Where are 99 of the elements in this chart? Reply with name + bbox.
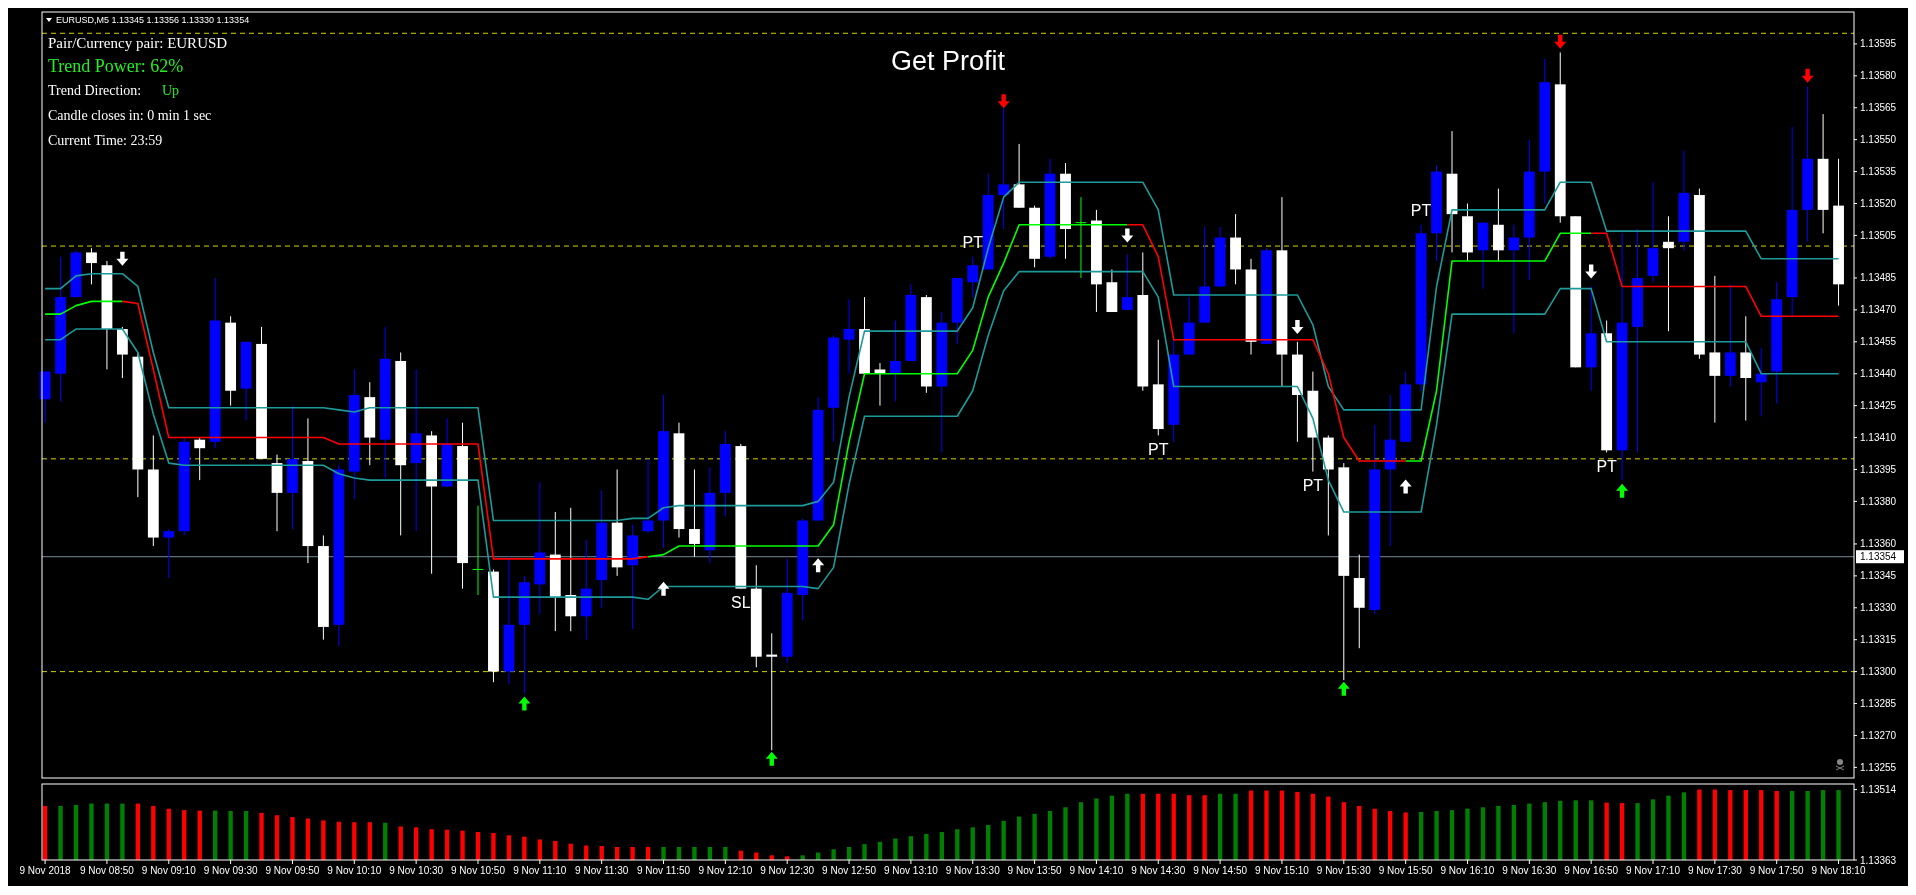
- x-tick-label: 9 Nov 12:10: [698, 865, 753, 876]
- annotation: Trend Direction:: [48, 83, 142, 98]
- y-tick-label: 1.13363: [1860, 854, 1897, 866]
- x-tick-label: 9 Nov 08:50: [79, 865, 135, 876]
- x-tick-label: 9 Nov 16:30: [1502, 865, 1557, 876]
- x-tick-label: 9 Nov 17:50: [1749, 865, 1805, 876]
- point: [1337, 681, 1350, 696]
- y-tick-label: 1.13285: [1860, 698, 1897, 710]
- y-tick-label: 1.13270: [1860, 729, 1897, 741]
- candlestick: [472, 505, 484, 596]
- candlestick: [1013, 143, 1025, 209]
- x-tick-label: 9 Nov 16:50: [1564, 865, 1619, 876]
- y-tick-label: 1.13595: [1860, 38, 1897, 50]
- x-tick-label: 9 Nov 15:10: [1254, 865, 1310, 876]
- annotation: Trend Power: 62%: [48, 56, 184, 76]
- y-tick-label: 1.13345: [1860, 570, 1897, 582]
- point: [997, 94, 1010, 109]
- candlestick: [1663, 215, 1674, 332]
- point: [1801, 68, 1814, 83]
- y-tick-label: 1.13360: [1860, 538, 1897, 550]
- annotation: PT: [1148, 441, 1169, 459]
- x-tick-label: 9 Nov 11:10: [513, 865, 567, 876]
- x-tick-label: 9 Nov 11:50: [636, 865, 691, 876]
- y-tick-label: 1.13330: [1860, 602, 1897, 614]
- candlestick: [194, 437, 206, 481]
- y-tick-label: 1.13455: [1860, 336, 1897, 348]
- point: [657, 581, 670, 596]
- y-tick-label: 1.13535: [1860, 166, 1897, 178]
- point: [1121, 228, 1134, 243]
- y-tick-label: 1.13255: [1860, 761, 1897, 773]
- y-tick-label: 1.13440: [1860, 368, 1897, 380]
- x-tick-label: 9 Nov 09:50: [265, 865, 320, 876]
- candlestick: [843, 298, 855, 375]
- candlestick: [86, 247, 97, 285]
- x-tick-label: 9 Nov 09:30: [203, 865, 259, 876]
- x-tick-label: 9 Nov 17:30: [1687, 865, 1743, 876]
- x-tick-label: 9 Nov 13:30: [945, 865, 1001, 876]
- annotation: PT: [1302, 477, 1324, 495]
- x-tick-label: 9 Nov 13:50: [1007, 865, 1062, 876]
- x-tick-label: 9 Nov 10:50: [451, 865, 506, 876]
- point: [1616, 483, 1629, 498]
- x-tick-label: 9 Nov 15:50: [1378, 865, 1434, 876]
- annotation: Candle closes in: 0 min 1 sec: [48, 108, 212, 123]
- annotation: Pair/Currency pair: EURUSD: [48, 35, 228, 51]
- x-tick-label: 9 Nov 11:30: [575, 865, 629, 876]
- x-tick-label: 9 Nov 14:10: [1069, 865, 1124, 876]
- point: [518, 696, 531, 711]
- candlestick: [1709, 275, 1721, 424]
- candlestick: [890, 320, 901, 402]
- candlestick: [565, 507, 577, 632]
- x-tick-label: 9 Nov 13:10: [883, 865, 939, 876]
- x-tick-label: 9 Nov 17:10: [1626, 865, 1681, 876]
- x-tick-label: 9 Nov 2018: [19, 865, 72, 876]
- y-tick-label: 1.13550: [1860, 134, 1897, 146]
- candlestick: [1724, 283, 1736, 387]
- annotation: Up: [162, 83, 180, 98]
- point: [1554, 34, 1567, 49]
- point: [1291, 319, 1304, 334]
- candlestick: [163, 528, 175, 579]
- y-tick-label: 1.13470: [1860, 304, 1897, 316]
- y-tick-label: 1.13425: [1860, 400, 1897, 412]
- x-tick-label: 9 Nov 18:10: [1811, 865, 1866, 876]
- y-tick-label: 1.13300: [1860, 666, 1897, 678]
- annotation: PT: [1596, 458, 1618, 476]
- annotation: PT: [962, 234, 984, 252]
- x-tick-label: 9 Nov 15:30: [1316, 865, 1372, 876]
- point: [1399, 479, 1412, 494]
- y-tick-label: 1.13410: [1860, 432, 1897, 444]
- x-tick-label: 9 Nov 09:10: [141, 865, 197, 876]
- x-tick-label: 9 Nov 10:10: [327, 865, 382, 876]
- y-tick-label: 1.13505: [1860, 229, 1897, 241]
- candlestick: [1508, 224, 1520, 334]
- y-tick-label: 1.13315: [1860, 634, 1897, 646]
- y-tick-label: 1.13580: [1860, 70, 1897, 82]
- y-tick-label: 1.13380: [1860, 495, 1897, 507]
- annotation: Current Time: 23:59: [48, 133, 163, 148]
- y-tick-label: 1.13565: [1860, 102, 1897, 114]
- x-tick-label: 9 Nov 14:30: [1131, 865, 1186, 876]
- y-tick-label: 1.13514: [1860, 784, 1897, 796]
- candlestick: [1121, 254, 1133, 311]
- chart-subtitle: EURUSD,M5 1.13345 1.13356 1.13330 1.13354: [56, 15, 250, 25]
- ref-line-label: 1.13354: [1860, 551, 1897, 563]
- point: [765, 751, 778, 766]
- annotation: SL: [731, 594, 751, 612]
- candlestick: [689, 468, 700, 558]
- x-tick-label: 9 Nov 16:10: [1440, 865, 1495, 876]
- x-tick-label: 9 Nov 10:30: [389, 865, 444, 876]
- y-tick-label: 1.13485: [1860, 272, 1897, 284]
- candlestick: [766, 632, 778, 751]
- text: Get Profit: [890, 46, 1006, 76]
- candlestick: [967, 256, 979, 298]
- y-tick-label: 1.13520: [1860, 198, 1897, 209]
- y-tick-label: 1.13395: [1860, 463, 1897, 475]
- x-tick-label: 9 Nov 14:50: [1193, 865, 1248, 876]
- x-tick-label: 9 Nov 12:30: [760, 865, 815, 876]
- annotation: PT: [1410, 202, 1432, 220]
- point: [116, 251, 129, 266]
- point: [812, 558, 825, 573]
- x-tick-label: 9 Nov 12:50: [822, 865, 877, 876]
